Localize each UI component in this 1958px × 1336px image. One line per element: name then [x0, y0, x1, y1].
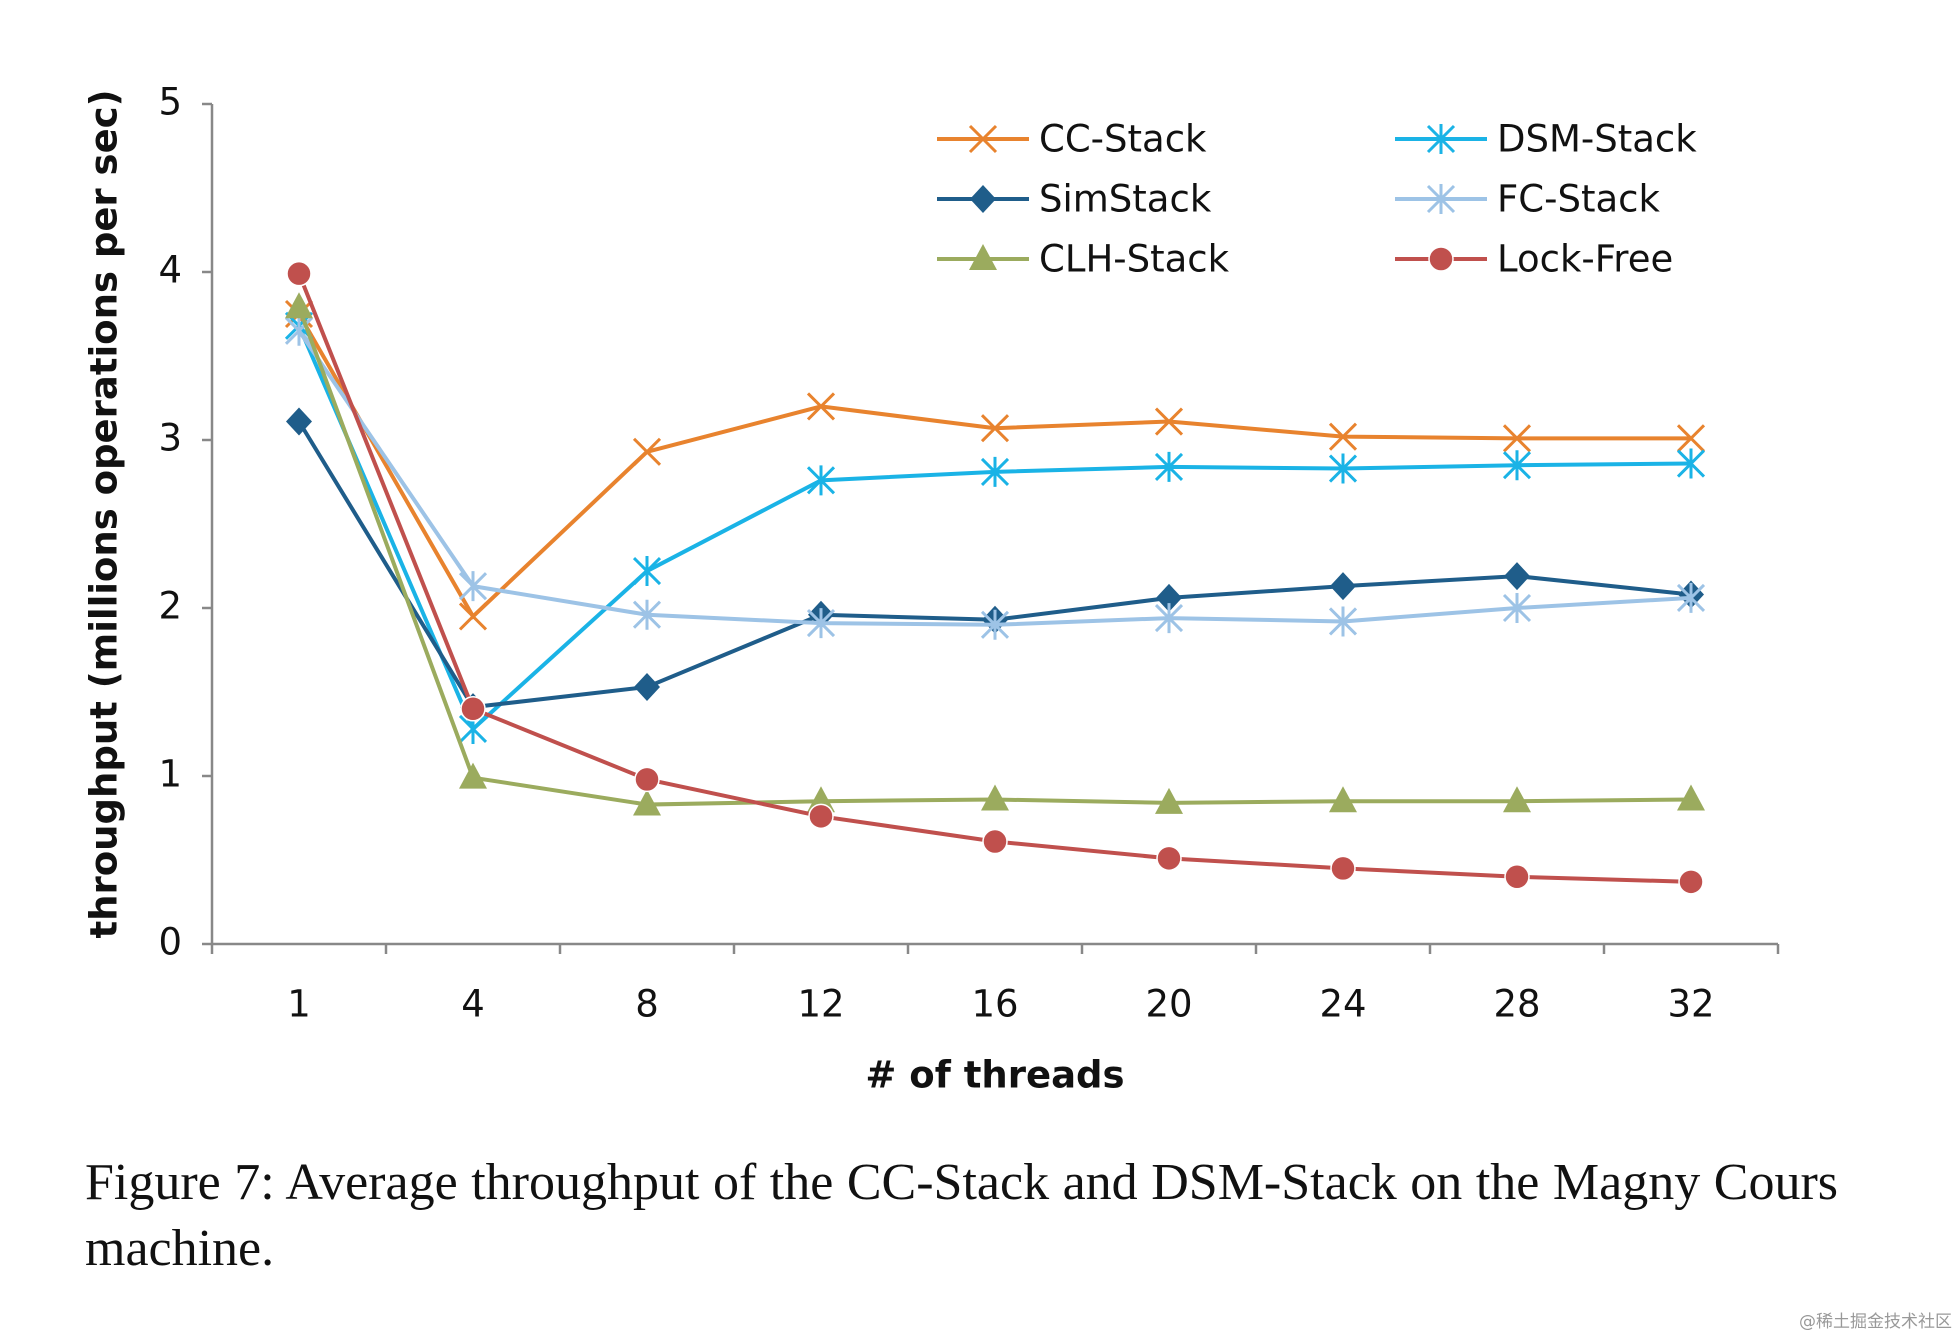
x-tick-label: 8	[635, 983, 659, 1026]
legend-label: Lock-Free	[1497, 238, 1673, 281]
x-tick-label: 28	[1493, 983, 1540, 1026]
data-point	[633, 789, 661, 816]
data-point	[458, 602, 488, 631]
data-point	[1328, 606, 1358, 637]
data-point	[1330, 572, 1356, 601]
legend-marker	[970, 185, 996, 213]
data-point	[1329, 786, 1357, 813]
y-tick-label: 0	[158, 921, 182, 964]
data-point	[460, 696, 486, 722]
data-point	[1502, 593, 1532, 623]
series-line	[297, 324, 1692, 733]
data-point	[981, 784, 1009, 811]
watermark: @稀土掘金技术社区	[1799, 1312, 1952, 1332]
legend-label: CLH-Stack	[1039, 238, 1230, 281]
data-point	[285, 292, 313, 319]
data-point	[1330, 855, 1356, 882]
data-point	[1504, 864, 1530, 890]
data-point	[459, 762, 487, 789]
y-tick-label: 2	[158, 585, 182, 628]
x-tick-label: 12	[797, 983, 844, 1026]
data-point	[284, 315, 314, 346]
data-point	[980, 414, 1010, 443]
legend-marker	[1426, 184, 1456, 214]
y-tick-label: 3	[158, 417, 182, 460]
y-axis-title: throughput (millions operations per sec)	[83, 89, 126, 938]
data-point	[1155, 787, 1183, 814]
legend-label: DSM-Stack	[1497, 118, 1697, 161]
data-point	[1328, 453, 1358, 484]
data-point	[1502, 424, 1532, 453]
data-point	[1676, 448, 1706, 479]
x-tick-label: 32	[1667, 983, 1714, 1026]
data-point	[286, 260, 312, 287]
data-point	[980, 609, 1010, 640]
x-tick-label: 20	[1145, 983, 1192, 1026]
data-point	[286, 407, 312, 436]
y-tick-label: 4	[158, 249, 182, 292]
data-point	[1678, 869, 1704, 895]
data-point	[634, 766, 660, 793]
x-tick-label: 4	[461, 983, 485, 1026]
legend-label: CC-Stack	[1039, 118, 1207, 161]
data-point	[806, 392, 836, 421]
x-tick-label: 16	[971, 983, 1018, 1026]
legend-marker	[968, 124, 998, 154]
data-point	[1503, 786, 1531, 813]
data-point	[808, 803, 834, 830]
y-tick-label: 5	[158, 81, 182, 124]
data-point	[806, 608, 836, 639]
data-point	[458, 571, 488, 602]
data-point	[1328, 422, 1358, 451]
data-point	[632, 599, 662, 630]
caption: Figure 7: Average throughput of the CC-S…	[85, 1154, 1838, 1277]
data-point	[634, 672, 660, 701]
legend-label: SimStack	[1039, 178, 1212, 221]
data-point	[1677, 784, 1705, 811]
legend-marker	[1428, 246, 1454, 272]
data-point	[980, 456, 1010, 487]
legend-marker	[969, 244, 997, 270]
series-line	[297, 306, 1692, 807]
data-point	[1156, 845, 1182, 872]
x-axis-title: # of threads	[865, 1054, 1124, 1097]
x-tick-label: 24	[1319, 983, 1366, 1026]
data-point	[982, 828, 1008, 855]
data-point	[1156, 583, 1182, 612]
data-point	[1676, 582, 1706, 613]
data-point	[1154, 451, 1184, 482]
y-tick-label: 1	[158, 753, 182, 796]
data-point	[1502, 450, 1532, 481]
data-point	[1504, 562, 1530, 591]
data-point	[1154, 407, 1184, 436]
data-point	[632, 437, 662, 466]
data-point	[1676, 424, 1706, 453]
legend-label: FC-Stack	[1497, 178, 1660, 221]
data-point	[632, 556, 662, 587]
legend-marker	[1426, 124, 1456, 154]
data-point	[806, 465, 836, 496]
x-tick-label: 1	[287, 983, 311, 1026]
data-point	[1154, 603, 1184, 634]
